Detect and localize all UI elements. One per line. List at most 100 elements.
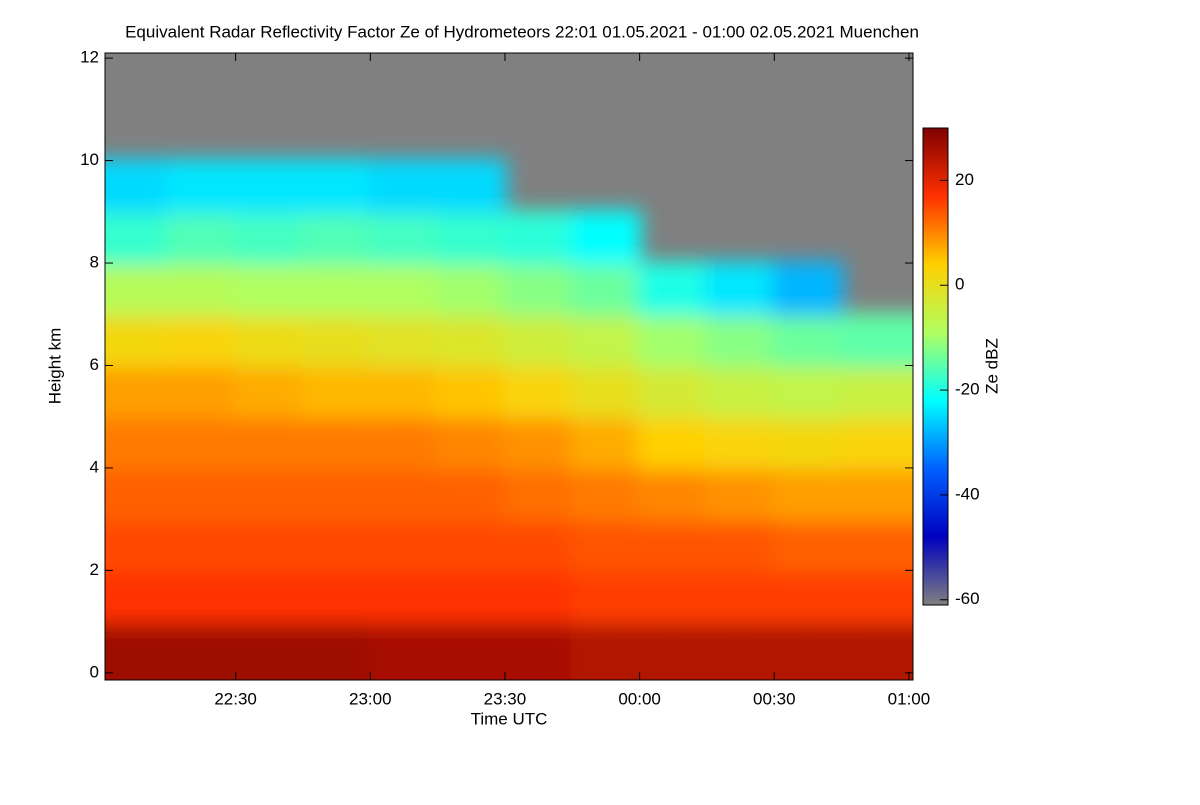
heatmap-cell	[166, 568, 238, 624]
heatmap-cell	[368, 414, 440, 470]
heatmap-cell	[435, 209, 507, 266]
heatmap-cell	[166, 209, 238, 266]
heatmap-cell	[435, 414, 507, 470]
heatmap-cell	[166, 363, 238, 419]
heatmap-cell	[637, 261, 709, 317]
heatmap-cell	[300, 158, 373, 214]
heatmap-cell	[570, 517, 642, 573]
heatmap-cell	[368, 158, 440, 214]
heatmap-cell	[704, 261, 777, 317]
heatmap-cell	[368, 261, 440, 317]
heatmap-cell	[105, 465, 171, 522]
heatmap-cell	[772, 414, 844, 470]
heatmap-cell	[704, 414, 777, 470]
heatmap-cell	[637, 312, 709, 368]
heatmap-cell	[772, 363, 844, 419]
heatmap-cell	[166, 414, 238, 470]
heatmap-cell	[300, 465, 373, 522]
heatmap-cell	[233, 363, 305, 419]
heatmap-cell	[704, 621, 777, 680]
heatmap-cell	[368, 312, 440, 368]
x-axis-label: Time UTC	[471, 709, 548, 728]
heatmap-cell	[105, 517, 171, 573]
heatmap-cell	[300, 312, 373, 368]
heatmap-cell	[300, 568, 373, 624]
y-tick-label: 6	[90, 355, 99, 374]
x-tick-label: 23:30	[484, 689, 527, 708]
heatmap-cell	[300, 414, 373, 470]
heatmap-cell	[502, 621, 575, 680]
heatmap-cell	[839, 621, 913, 680]
colorbar-tick-label: -20	[955, 380, 980, 399]
heatmap-cell	[166, 158, 238, 214]
heatmap-cell	[233, 209, 305, 266]
heatmap-cell	[839, 312, 913, 368]
heatmap-cell	[105, 312, 171, 368]
heatmap-cell	[300, 261, 373, 317]
heatmap-cell	[839, 517, 913, 573]
heatmap-cell	[839, 414, 913, 470]
colorbar-tick-label: -40	[955, 484, 980, 503]
heatmap-cell	[502, 465, 575, 522]
x-tick-label: 00:00	[618, 689, 661, 708]
heatmap-cell	[166, 312, 238, 368]
heatmap-cell	[502, 517, 575, 573]
y-tick-label: 10	[80, 150, 99, 169]
heatmap-cell	[233, 568, 305, 624]
heatmap-cell	[502, 414, 575, 470]
heatmap-cell	[637, 414, 709, 470]
heatmap-cell	[839, 465, 913, 522]
heatmap-cell	[233, 517, 305, 573]
heatmap-cell	[637, 517, 709, 573]
x-tick-label: 01:00	[888, 689, 931, 708]
heatmap-cell	[772, 465, 844, 522]
heatmap-cell	[233, 414, 305, 470]
heatmap-cell	[772, 568, 844, 624]
cell-group	[105, 158, 913, 680]
heatmap-cell	[502, 261, 575, 317]
colorbar-tick-label: -60	[955, 589, 980, 608]
plot-frame	[104, 52, 914, 681]
heatmap-cell	[435, 261, 507, 317]
x-tick-label: 00:30	[753, 689, 796, 708]
heatmap-cell	[166, 517, 238, 573]
heatmap-cell	[300, 209, 373, 266]
heatmap-cell	[105, 209, 171, 266]
heatmap-cell	[570, 621, 642, 680]
heatmap-cell	[233, 621, 305, 680]
heatmap-cell	[368, 209, 440, 266]
heatmap-cell	[435, 158, 507, 214]
heatmap-cell	[368, 568, 440, 624]
heatmap-cell	[105, 158, 171, 214]
y-axis-label: Height km	[45, 328, 64, 405]
heatmap-cell	[704, 363, 777, 419]
heatmap-cell	[570, 465, 642, 522]
heatmap-cell	[435, 363, 507, 419]
heatmap-cell	[300, 621, 373, 680]
heatmap-cell	[435, 312, 507, 368]
heatmap-cell	[105, 568, 171, 624]
heatmap-cell	[435, 621, 507, 680]
y-tick-label: 8	[90, 253, 99, 272]
heatmap-cell	[637, 568, 709, 624]
colorbar-tick-label: 0	[955, 275, 964, 294]
heatmap-cell	[772, 621, 844, 680]
heatmap-cell	[435, 465, 507, 522]
colorbar-tick-label: 20	[955, 170, 974, 189]
heatmap-cell	[570, 363, 642, 419]
heatmap-cell	[570, 261, 642, 317]
heatmap-cell	[839, 568, 913, 624]
heatmap-cell	[166, 621, 238, 680]
colorbar	[922, 127, 949, 606]
heatmap-cell	[570, 209, 642, 266]
heatmap-cell	[570, 568, 642, 624]
heatmap-cell	[435, 517, 507, 573]
heatmap-cell	[368, 621, 440, 680]
heatmap-cell	[233, 261, 305, 317]
colorbar-label: Ze dBZ	[982, 338, 1001, 394]
heatmap-cell	[105, 621, 171, 680]
heatmap-cell	[368, 517, 440, 573]
heatmap-cell	[233, 312, 305, 368]
heatmap-cell	[772, 312, 844, 368]
